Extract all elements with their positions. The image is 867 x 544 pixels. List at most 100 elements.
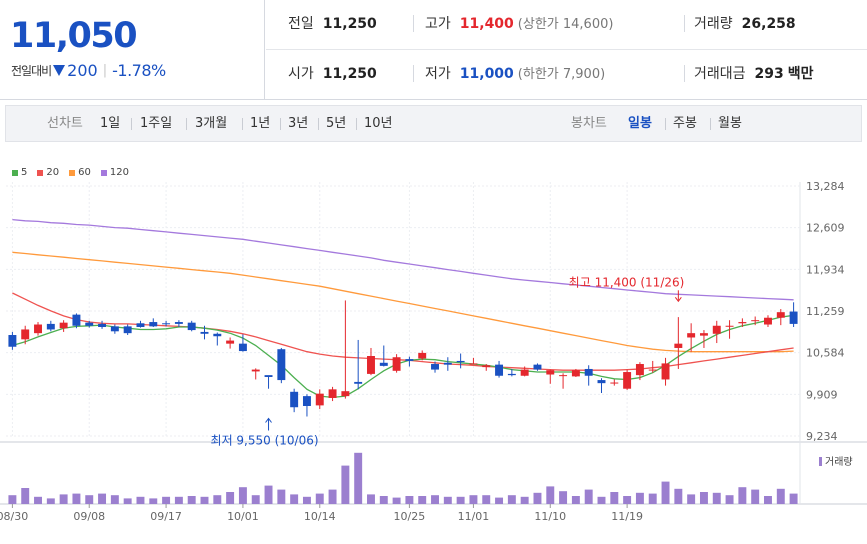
- candle-weekly-button[interactable]: 주봉: [673, 116, 697, 131]
- prev-close-label: 전일: [288, 16, 314, 32]
- volume-bar: [367, 494, 375, 504]
- period-5y-button[interactable]: 5년: [326, 116, 347, 131]
- x-tick-label: 09/08: [73, 510, 105, 523]
- legend-swatch: [12, 169, 18, 176]
- x-tick-label: 10/25: [394, 510, 426, 523]
- candle-body: [648, 369, 657, 371]
- divider: [186, 118, 187, 130]
- legend-label: 60: [78, 167, 91, 178]
- annotations: 최고 11,400 (11/26) 최저 9,550 (10/06): [211, 275, 685, 447]
- candle-body: [174, 322, 183, 324]
- chart-grid: [0, 182, 867, 505]
- candle-body: [751, 320, 760, 322]
- ma-legend: 5 20 60 120: [12, 167, 129, 178]
- open-price: 시가 11,250: [288, 63, 377, 83]
- candle-body: [623, 372, 632, 389]
- candle-daily-button[interactable]: 일봉: [628, 116, 652, 131]
- x-tick-label: 08/30: [0, 510, 28, 523]
- volume-bar: [200, 496, 209, 504]
- candle-body: [162, 323, 171, 325]
- volume-bar: [226, 492, 235, 504]
- candle: [392, 354, 401, 373]
- moving-average-lines: [12, 218, 794, 399]
- candle: [264, 375, 273, 389]
- candle-body: [456, 360, 465, 363]
- divider: |: [102, 63, 108, 78]
- lower-limit-note: (하한가 7,900): [517, 67, 606, 82]
- volume-bar: [162, 496, 171, 504]
- candle: [85, 320, 94, 328]
- candle: [507, 368, 516, 377]
- period-3y-button[interactable]: 3년: [288, 116, 309, 131]
- candle-body: [597, 380, 606, 384]
- price-chart-svg[interactable]: 최고 11,400 (11/26) 최저 9,550 (10/06) 거래량 13…: [0, 150, 867, 544]
- candle: [149, 318, 158, 327]
- candle-body: [98, 323, 107, 327]
- candle: [674, 317, 683, 369]
- volume-bar: [8, 495, 17, 504]
- candles: [8, 300, 798, 417]
- candle: [443, 357, 452, 371]
- volume-bar: [341, 465, 350, 504]
- volume-bar: [443, 496, 452, 504]
- low-price: 저가 11,000 (하한가 7,900): [425, 63, 605, 83]
- candle: [302, 394, 311, 417]
- volume-bar: [597, 496, 606, 504]
- volume-bar: [533, 492, 542, 504]
- candle-body: [507, 373, 516, 376]
- chart-period-toolbar: 선차트 1일 1주일 3개월 1년 3년 5년 10년 봉차트 일봉 주봉 월봉: [5, 105, 862, 142]
- price-chart[interactable]: 최고 11,400 (11/26) 최저 9,550 (10/06) 거래량 13…: [0, 150, 867, 544]
- y-tick-label: 11,934: [806, 263, 845, 276]
- volume-bar: [469, 495, 478, 504]
- volume-bar: [46, 498, 55, 504]
- period-3m-button[interactable]: 3개월: [195, 116, 228, 131]
- candle: [584, 365, 593, 386]
- candle-body: [226, 340, 235, 344]
- volume-bar: [725, 495, 734, 504]
- candle-body: [123, 326, 132, 334]
- volume-bar: [59, 494, 68, 504]
- period-1y-button[interactable]: 1년: [250, 116, 271, 131]
- candle-body: [584, 368, 593, 376]
- period-1w-button[interactable]: 1주일: [140, 116, 173, 131]
- candle-body: [187, 322, 196, 331]
- volume-bar: [764, 496, 772, 504]
- current-price-box: 11,050 전일대비 200 | -1.78%: [0, 0, 265, 100]
- price-summary: 11,050 전일대비 200 | -1.78% 전일 11,250 고가 11…: [0, 0, 867, 100]
- legend-ma60: 60: [69, 167, 91, 178]
- candle-body: [149, 322, 158, 327]
- candle-body: [405, 359, 414, 361]
- volume-bar: [328, 489, 337, 504]
- series-ma60-line: [12, 251, 794, 353]
- volume-bar: [661, 481, 670, 504]
- divider: [242, 118, 243, 130]
- candle: [661, 357, 670, 386]
- legend-swatch: [100, 169, 107, 176]
- candle-body: [661, 363, 670, 380]
- candle-body: [59, 322, 68, 329]
- candle-monthly-button[interactable]: 월봉: [718, 116, 742, 131]
- candle: [174, 320, 183, 327]
- candle: [238, 334, 247, 352]
- open-label: 시가: [288, 66, 314, 82]
- volume-bar: [520, 496, 529, 504]
- volume-bar: [789, 493, 798, 504]
- candle: [328, 386, 337, 402]
- y-tick-label: 12,609: [806, 222, 845, 235]
- candle-body: [46, 323, 55, 330]
- period-1d-button[interactable]: 1일: [100, 116, 121, 131]
- candle-body: [85, 322, 94, 326]
- candle: [751, 316, 760, 326]
- period-10y-button[interactable]: 10년: [364, 116, 393, 131]
- candle-body: [290, 391, 299, 408]
- candle-body: [302, 396, 311, 406]
- volume-bar: [738, 487, 747, 504]
- candle-body: [110, 326, 119, 332]
- candle: [290, 388, 299, 413]
- high-arrow-head: [674, 296, 682, 303]
- candle: [59, 320, 68, 332]
- trade-amount: 거래대금 293 백만: [694, 63, 814, 83]
- x-tick-label: 09/17: [150, 510, 182, 523]
- volume-bar: [149, 498, 158, 504]
- volume-bar: [546, 486, 555, 504]
